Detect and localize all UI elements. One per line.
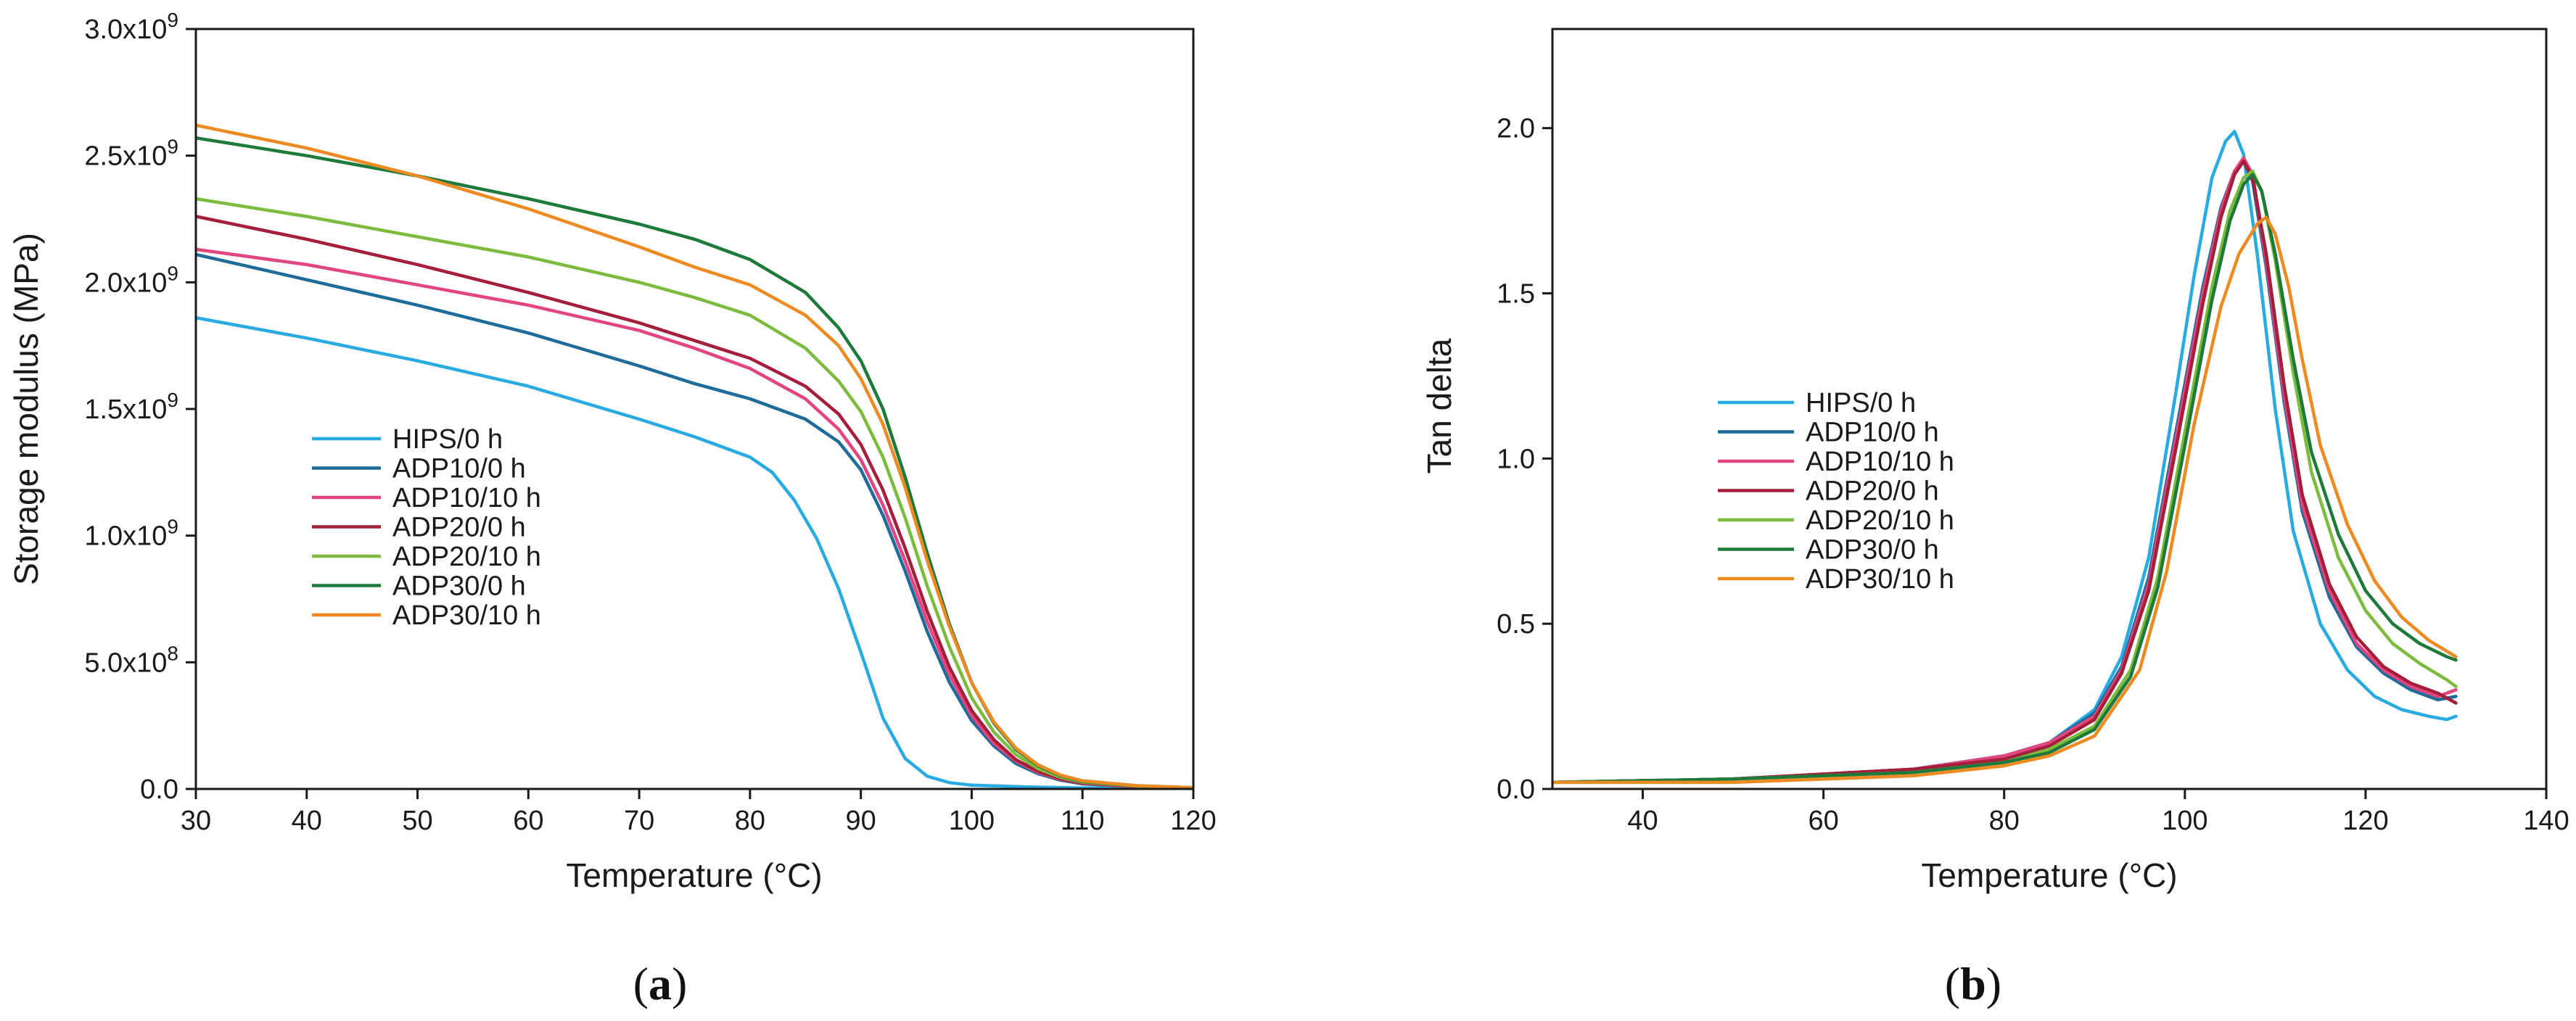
legend-entry-label: HIPS/0 h bbox=[1806, 388, 1916, 418]
series-line-hips-0-h bbox=[196, 315, 1193, 789]
panel-b-letter: b bbox=[1960, 958, 1986, 1009]
panel-b-y-axis: 0.0 0.5 1.0 1.5 2.0 bbox=[1497, 114, 1552, 805]
x-tick-label: 50 bbox=[402, 806, 432, 836]
panel-b-y-axis-title: Tan delta bbox=[1420, 338, 1458, 474]
y-tick-label: 5.0x108 bbox=[84, 642, 178, 678]
series-line-adp10-10-h bbox=[1552, 156, 2458, 785]
x-tick-label: 110 bbox=[1061, 806, 1105, 836]
panel-a-x-axis-title: Temperature (°C) bbox=[566, 856, 822, 894]
panel-a-x-axis: 30 40 50 60 70 80 90 100 110 120 bbox=[181, 789, 1217, 836]
legend-entry-label: ADP10/10 h bbox=[1806, 447, 1954, 477]
x-tick-label: 60 bbox=[513, 806, 543, 836]
panel-a-plot-area bbox=[196, 123, 1193, 789]
x-tick-label: 40 bbox=[1627, 806, 1658, 836]
y-tick-label: 2.0 bbox=[1497, 114, 1535, 144]
series-line-adp30-0-h bbox=[196, 136, 1193, 789]
y-tick-label: 2.5x109 bbox=[84, 136, 178, 172]
series-line-adp20-0-h bbox=[196, 215, 1193, 789]
y-tick-label: 1.0x109 bbox=[84, 516, 178, 552]
panel-b-caption: (b) bbox=[1945, 958, 2001, 1009]
legend-entry-label: ADP20/0 h bbox=[392, 513, 526, 543]
y-tick-label: 1.0 bbox=[1497, 444, 1535, 474]
x-tick-label: 120 bbox=[2342, 806, 2388, 836]
legend-entry-label: ADP10/0 h bbox=[392, 454, 526, 484]
x-tick-label: 80 bbox=[1989, 806, 2020, 836]
x-tick-label: 120 bbox=[1170, 806, 1216, 836]
legend-entry-label: ADP10/0 h bbox=[1806, 418, 1939, 448]
x-tick-label: 60 bbox=[1808, 806, 1838, 836]
x-tick-label: 100 bbox=[2162, 806, 2207, 836]
legend-entry-label: ADP20/10 h bbox=[1806, 505, 1954, 536]
panel-b-axes-frame bbox=[1551, 28, 2548, 790]
x-tick-label: 30 bbox=[181, 806, 211, 836]
series-line-adp10-0-h bbox=[196, 252, 1193, 789]
series-line-adp30-10-h bbox=[196, 123, 1193, 789]
y-tick-label: 1.5x109 bbox=[84, 389, 178, 425]
legend-entry-label: ADP20/0 h bbox=[1806, 476, 1939, 507]
panel-a-storage-modulus-chart: 30 40 50 60 70 80 90 100 110 120 0.0 5.0x108 1.0x10… bbox=[7, 9, 1217, 1009]
panel-b-x-axis-title: Temperature (°C) bbox=[1921, 856, 2177, 894]
x-tick-label: 90 bbox=[846, 806, 876, 836]
x-tick-label: 80 bbox=[735, 806, 765, 836]
x-tick-label: 140 bbox=[2523, 806, 2569, 836]
panel-b-plot-area bbox=[1552, 130, 2458, 785]
series-line-adp20-10-h bbox=[196, 197, 1193, 789]
y-tick-label: 0.0 bbox=[140, 774, 178, 805]
y-tick-label: 2.0x109 bbox=[84, 262, 178, 298]
x-tick-label: 100 bbox=[949, 806, 995, 836]
y-tick-label: 0.5 bbox=[1497, 609, 1535, 640]
series-line-adp20-0-h bbox=[1552, 160, 2458, 785]
panel-a-letter: a bbox=[649, 958, 672, 1009]
x-tick-label: 40 bbox=[292, 806, 322, 836]
panel-b-x-axis: 40 60 80 100 120 140 bbox=[1627, 789, 2569, 836]
legend-entry-label: ADP30/10 h bbox=[1806, 564, 1954, 595]
legend-entry-label: ADP10/10 h bbox=[392, 483, 541, 513]
series-line-adp10-10-h bbox=[196, 247, 1193, 789]
panel-a-y-axis-title: Storage modulus (MPa) bbox=[7, 233, 45, 585]
legend-entry-label: ADP30/10 h bbox=[392, 600, 541, 631]
x-tick-label: 70 bbox=[624, 806, 654, 836]
panel-b-tan-delta-chart: 40 60 80 100 120 140 0.0 0.5 1.0 1.5 2.0 Temperat… bbox=[1420, 28, 2569, 1009]
panel-a-caption: (a) bbox=[633, 958, 688, 1009]
legend-entry-label: ADP30/0 h bbox=[1806, 535, 1939, 566]
y-tick-label: 0.0 bbox=[1497, 774, 1535, 805]
legend-entry-label: ADP20/10 h bbox=[392, 542, 541, 572]
series-line-adp10-0-h bbox=[1552, 160, 2458, 785]
y-tick-label: 3.0x109 bbox=[84, 9, 178, 45]
panel-a-axes-frame bbox=[194, 28, 1195, 790]
panel-a-y-axis: 0.0 5.0x108 1.0x109 1.5x109 2.0x109 2.5x109 3.… bbox=[84, 9, 196, 805]
series-line-adp30-10-h bbox=[1552, 215, 2458, 785]
series-line-hips-0-h bbox=[1552, 130, 2458, 785]
series-line-adp20-10-h bbox=[1552, 169, 2458, 785]
legend-entry-label: ADP30/0 h bbox=[392, 571, 526, 602]
y-tick-label: 1.5 bbox=[1497, 279, 1535, 310]
series-line-adp30-0-h bbox=[1552, 173, 2458, 785]
legend-entry-label: HIPS/0 h bbox=[392, 424, 503, 455]
